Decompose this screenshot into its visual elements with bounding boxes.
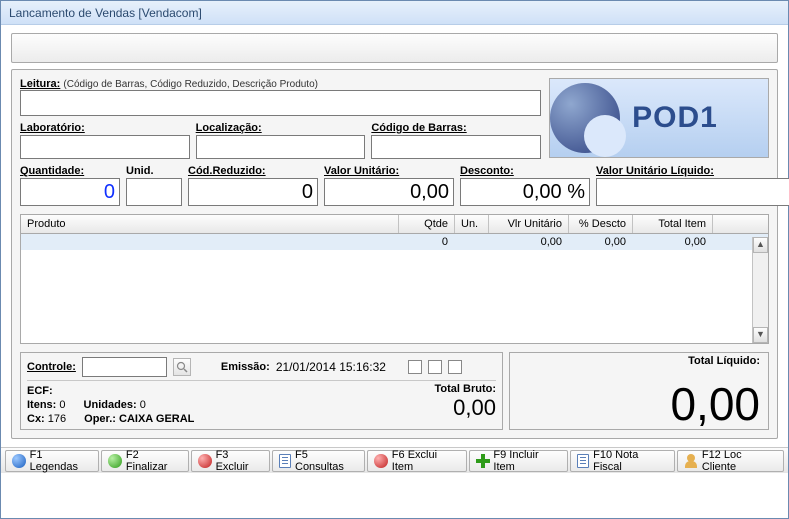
leitura-label: Leitura: (Código de Barras, Código Reduz…: [20, 78, 541, 90]
localizacao-input[interactable]: [196, 135, 366, 159]
help-icon: [12, 454, 26, 468]
controle-input[interactable]: [82, 357, 167, 377]
totalbruto-label: Total Bruto:: [434, 383, 496, 395]
f3-excluir-button[interactable]: F3 Excluir: [191, 450, 270, 472]
unidades-value: 0: [140, 399, 146, 411]
table-row[interactable]: 0 0,00 0,00 0,00: [21, 234, 768, 250]
cell-qtde: 0: [399, 234, 455, 250]
oper-label: Oper.:: [84, 413, 116, 425]
controle-search-button[interactable]: [173, 358, 191, 376]
codreduz-input[interactable]: [188, 178, 318, 206]
title-bar[interactable]: Lancamento de Vendas [Vendacom]: [1, 1, 788, 25]
leitura-hint: (Código de Barras, Código Reduzido, Desc…: [63, 79, 318, 90]
valorliq-input[interactable]: [596, 178, 789, 206]
grid-scrollbar[interactable]: ▲ ▼: [752, 237, 768, 343]
col-vlrunit[interactable]: Vlr Unitário: [489, 215, 569, 233]
f5-consultas-button[interactable]: F5 Consultas: [272, 450, 365, 472]
codbarras-input[interactable]: [371, 135, 541, 159]
top-blank-panel: [11, 33, 778, 63]
main-panel: Leitura: (Código de Barras, Código Reduz…: [11, 69, 778, 439]
f9-incluiritem-button[interactable]: F9 Incluir Item: [469, 450, 569, 472]
col-un[interactable]: Un.: [455, 215, 489, 233]
laboratorio-input[interactable]: [20, 135, 190, 159]
valorunit-input[interactable]: [324, 178, 454, 206]
doc-icon: [279, 454, 291, 468]
cx-label: Cx:: [27, 413, 45, 425]
cell-vlrunit: 0,00: [489, 234, 569, 250]
col-produto[interactable]: Produto: [21, 215, 399, 233]
add-icon: [476, 454, 490, 468]
quantidade-input[interactable]: [20, 178, 120, 206]
cx-value: 176: [48, 413, 66, 425]
check-icon: [108, 454, 122, 468]
function-bar: F1 Legendas F2 Finalizar F3 Excluir F5 C…: [1, 447, 788, 473]
leitura-input[interactable]: [20, 90, 541, 116]
flag-checkbox-3[interactable]: [448, 360, 462, 374]
scroll-down-button[interactable]: ▼: [753, 327, 768, 343]
totalbruto-value: 0,00: [434, 395, 496, 421]
magnifier-icon: [176, 361, 188, 373]
col-qtde[interactable]: Qtde: [399, 215, 455, 233]
totalliquido-label: Total Líquido:: [518, 355, 760, 367]
f2-finalizar-button[interactable]: F2 Finalizar: [101, 450, 189, 472]
unidades-label: Unidades:: [84, 399, 137, 411]
f6-excluiitem-button[interactable]: F6 Exclui Item: [367, 450, 467, 472]
cell-totalitem: 0,00: [633, 234, 713, 250]
window-title: Lancamento de Vendas [Vendacom]: [9, 6, 202, 20]
logo-text: POD1: [632, 101, 718, 135]
window: Lancamento de Vendas [Vendacom] Leitura:…: [0, 0, 789, 519]
cell-pdescto: 0,00: [569, 234, 633, 250]
desconto-input[interactable]: [460, 178, 590, 206]
delete-item-icon: [374, 454, 388, 468]
flag-checkbox-2[interactable]: [428, 360, 442, 374]
unid-input[interactable]: [126, 178, 182, 206]
ecf-label: ECF:: [27, 385, 53, 397]
total-panel: Total Líquido: 0,00: [509, 352, 769, 430]
quantidade-label: Quantidade:: [20, 165, 84, 177]
flag-checkbox-1[interactable]: [408, 360, 422, 374]
laboratorio-label: Laboratório:: [20, 122, 85, 134]
items-grid[interactable]: Produto Qtde Un. Vlr Unitário % Descto T…: [20, 214, 769, 344]
localizacao-label: Localização:: [196, 122, 262, 134]
controle-label: Controle:: [27, 361, 76, 373]
col-pdescto[interactable]: % Descto: [569, 215, 633, 233]
itens-label: Itens:: [27, 399, 56, 411]
itens-value: 0: [59, 399, 65, 411]
scroll-up-button[interactable]: ▲: [753, 237, 768, 253]
unid-label: Unid.: [126, 165, 154, 177]
cell-produto: [21, 234, 399, 250]
valorunit-label: Valor Unitário:: [324, 165, 399, 177]
oper-value: CAIXA GERAL: [119, 413, 194, 425]
cell-un: [455, 234, 489, 250]
col-totalitem[interactable]: Total Item: [633, 215, 713, 233]
user-icon: [684, 454, 698, 468]
logo-icon: [550, 83, 620, 153]
f10-notafiscal-button[interactable]: F10 Nota Fiscal: [570, 450, 675, 472]
emissao-value: 21/01/2014 15:16:32: [276, 360, 386, 374]
status-panel: Controle: Emissão: 21/01/2014 15:16:32: [20, 352, 503, 430]
f12-loccliente-button[interactable]: F12 Loc Cliente: [677, 450, 784, 472]
f1-legendas-button[interactable]: F1 Legendas: [5, 450, 99, 472]
desconto-label: Desconto:: [460, 165, 514, 177]
delete-icon: [198, 454, 212, 468]
logo-panel: POD1: [549, 78, 769, 158]
emissao-label: Emissão:: [221, 361, 270, 373]
content-area: Leitura: (Código de Barras, Código Reduz…: [1, 25, 788, 447]
codreduz-label: Cód.Reduzido:: [188, 165, 266, 177]
valorliq-label: Valor Unitário Líquido:: [596, 165, 714, 177]
invoice-icon: [577, 454, 589, 468]
codbarras-label: Código de Barras:: [371, 122, 466, 134]
totalliquido-value: 0,00: [518, 381, 760, 427]
grid-header: Produto Qtde Un. Vlr Unitário % Descto T…: [21, 215, 768, 234]
